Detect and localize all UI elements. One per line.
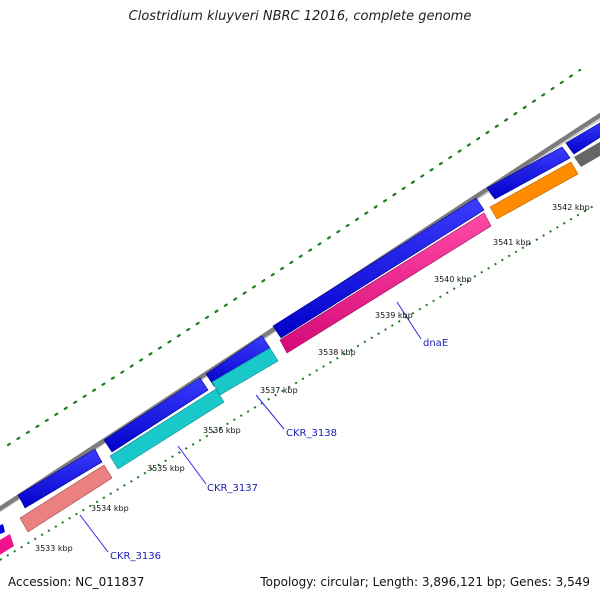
tick-label: 3538 kbp xyxy=(318,348,356,357)
gene-forward-7 xyxy=(565,122,600,155)
scale-labels: 3533 kbp 3534 kbp 3535 kbp 3536 kbp 3537… xyxy=(35,203,590,553)
gene-CKR_3138 xyxy=(211,347,279,396)
gene-label-CKR_3138: CKR_3138 xyxy=(286,428,337,439)
gene-orange xyxy=(489,161,579,220)
leader-dnaE xyxy=(396,301,422,340)
tick-label: 3534 kbp xyxy=(91,504,129,513)
reverse-strand-genes xyxy=(0,141,600,555)
tick-label: 3541 kbp xyxy=(493,238,531,247)
tick-label: 3535 kbp xyxy=(147,464,185,473)
gene-gray xyxy=(574,141,600,167)
tick-label: 3537 kbp xyxy=(260,386,298,395)
tick-label: 3539 kbp xyxy=(375,311,413,320)
leader-CKR_3138 xyxy=(255,394,285,430)
forward-strand-genes xyxy=(0,122,600,534)
tick-label: 3540 kbp xyxy=(434,275,472,284)
tick-label: 3542 kbp xyxy=(552,203,590,212)
tick-label: 3536 kbp xyxy=(203,426,241,435)
leader-CKR_3137 xyxy=(177,445,207,485)
scale-track xyxy=(0,204,596,561)
gene-label-CKR_3136: CKR_3136 xyxy=(110,551,161,562)
map-title: Clostridium kluyveri NBRC 12016, complet… xyxy=(128,9,472,24)
leader-CKR_3136 xyxy=(79,514,109,553)
gene-dnaE xyxy=(279,212,492,354)
gene-labels: dnaE CKR_3138 CKR_3137 CKR_3136 xyxy=(110,338,448,562)
scale-dash-arc xyxy=(0,204,596,561)
tick-label: 3533 kbp xyxy=(35,544,73,553)
gene-forward-3 xyxy=(103,377,209,453)
gene-forward-1 xyxy=(0,524,5,534)
gene-CKR_3137 xyxy=(109,388,225,470)
gene-CKR_3136 xyxy=(19,464,113,533)
accession-text: Accession: NC_011837 xyxy=(8,575,145,589)
label-leaders xyxy=(79,301,422,553)
genome-summary-text: Topology: circular; Length: 3,896,121 bp… xyxy=(260,575,590,589)
gene-forward-2 xyxy=(17,448,103,509)
gene-label-CKR_3137: CKR_3137 xyxy=(207,483,258,494)
gene-reverse-edge xyxy=(0,534,14,555)
gene-label-dnaE: dnaE xyxy=(423,338,448,349)
gene-forward-5 xyxy=(272,197,485,339)
gene-forward-6 xyxy=(486,146,571,200)
